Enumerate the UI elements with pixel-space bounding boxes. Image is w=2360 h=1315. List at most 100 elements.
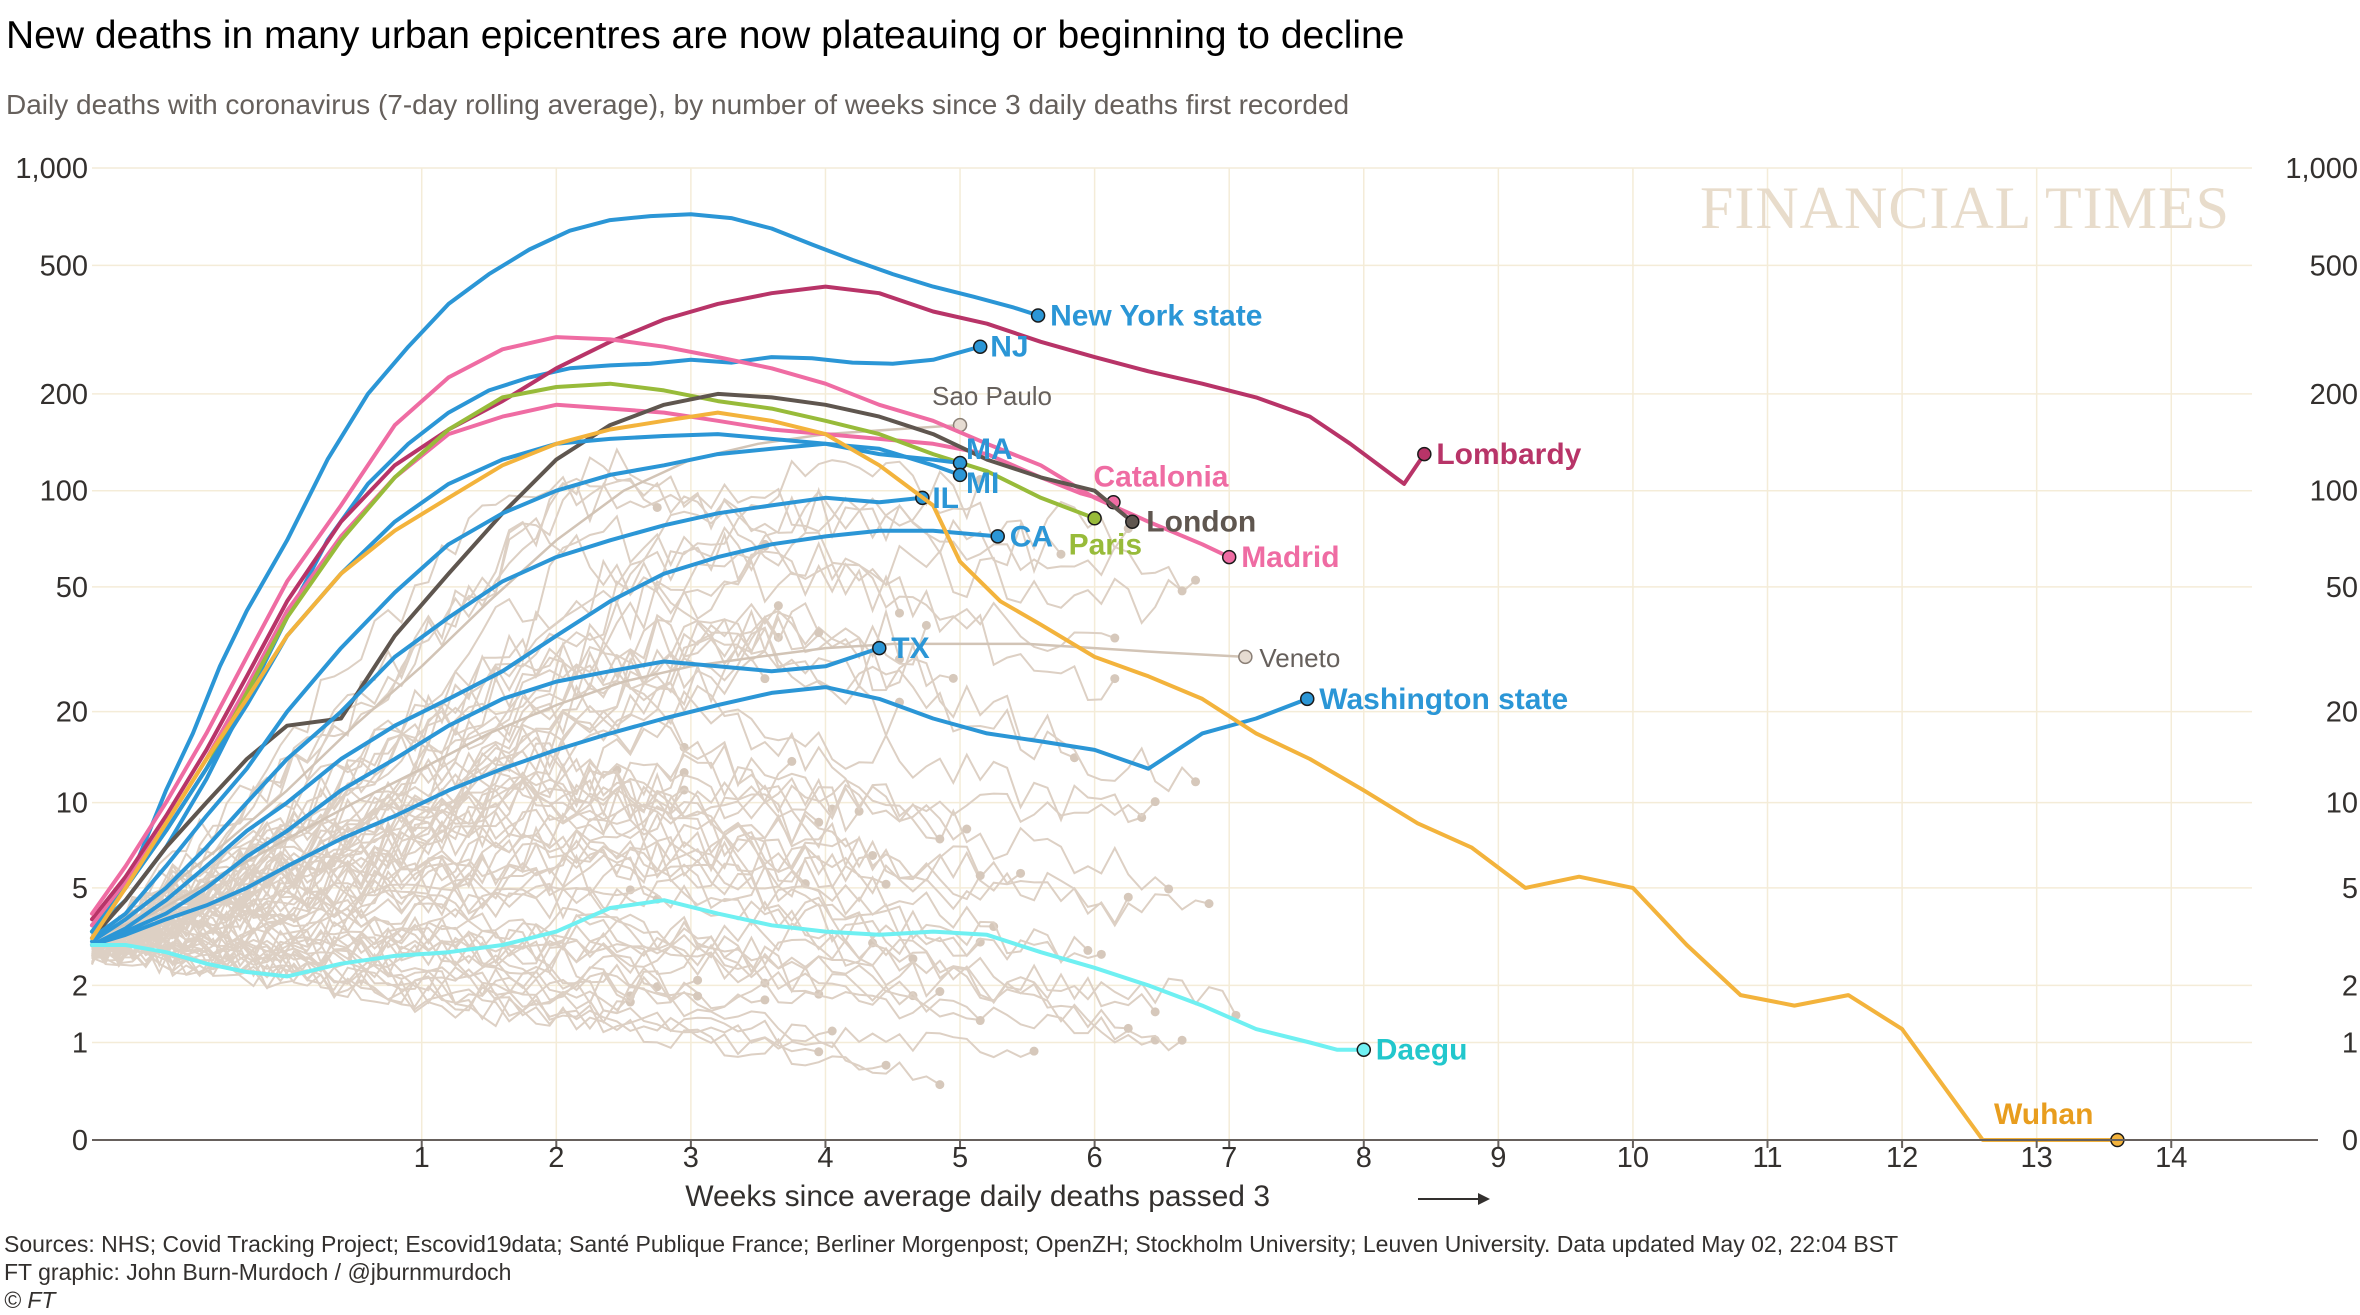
series-end-dot-veneto [1238,649,1253,665]
background-line-end [814,1047,824,1057]
series-line-new-york-state [90,212,1041,928]
series-end-dot-paris [1087,511,1102,526]
y-tick-label-left: 100 [40,476,88,508]
background-line-end [1177,586,1187,596]
watermark: FINANCIAL TIMES [1700,175,2230,241]
series-label-catalonia: Catalonia [1093,460,1228,493]
background-line [91,854,658,951]
series-label-washington-state: Washington state [1319,683,1568,716]
chart-subtitle: Daily deaths with coronavirus (7-day rol… [6,89,1349,120]
background-line [91,456,1116,943]
background-line [91,931,941,1086]
background-line-end [773,601,783,611]
background-line-end [1123,1023,1133,1033]
chart-title: New deaths in many urban epicentres are … [6,14,1404,57]
background-line-end [1096,949,1106,959]
graphic-credit: FT graphic: John Burn-Murdoch / @jburnmu… [4,1259,511,1285]
background-line [91,486,1062,943]
background-line-end [1029,1046,1039,1056]
x-tick-label: 10 [1617,1142,1649,1174]
series-label-tx: TX [891,632,929,665]
background-line-end [652,502,662,512]
series-end-dot-london [1125,514,1140,529]
series-label-paris: Paris [1069,528,1142,561]
background-line [91,723,981,962]
background-line [91,932,833,1043]
background-line-end [1150,797,1160,807]
background-line [91,781,820,963]
x-tick-label: 14 [2155,1142,2187,1174]
series-end-dot-mi [952,467,968,483]
x-tick-label: 5 [952,1142,968,1174]
background-line-end [814,628,824,638]
x-tick-label: 2 [548,1142,564,1174]
series-line-veneto [90,642,1247,940]
background-line [91,931,698,1002]
y-tick-label-right: 1,000 [2285,153,2358,185]
background-line-end [1123,892,1133,902]
background-line-end [854,806,864,816]
background-line-end [1191,777,1201,787]
series-line-il [90,495,925,944]
highlighted-series [90,212,2125,1148]
background-line [91,835,873,947]
series-end-dot-new-york-state [1030,308,1046,323]
background-line-end [760,995,770,1005]
background-line-end [962,824,972,834]
x-tick-label: 8 [1356,1142,1372,1174]
series-label-madrid: Madrid [1241,541,1339,574]
y-tick-label-right: 200 [2310,379,2358,411]
y-tick-label-left: 10 [56,788,88,820]
x-tick-label: 9 [1490,1142,1506,1174]
series-line-lombardy [90,284,1427,922]
background-line-end [693,991,703,1001]
x-tick-label: 3 [683,1142,699,1174]
x-tick-label: 6 [1087,1142,1103,1174]
background-line-end [921,620,931,630]
background-line [91,928,914,997]
background-line-end [787,756,797,766]
background-line-end [1150,1007,1160,1017]
background-line-end [760,674,770,684]
background-line-end [948,673,958,683]
y-tick-label-left: 200 [40,379,88,411]
x-axis-arrow [1418,1193,1490,1205]
background-line-end [881,1060,891,1070]
x-axis-label: Weeks since average daily deaths passed … [685,1180,1270,1213]
y-tick-label-right: 0 [2342,1125,2358,1157]
background-line [91,739,685,943]
series-label-daegu: Daegu [1376,1034,1468,1067]
series-label-lombardy: Lombardy [1436,438,1581,471]
background-line-end [1016,868,1026,878]
series-label-new-york-state: New York state [1050,299,1262,332]
background-line-end [1083,945,1093,955]
series-end-dot-madrid [1221,549,1237,565]
background-line-end [1204,899,1214,909]
background-line [91,753,1170,959]
y-tick-label-left: 1,000 [15,153,88,185]
series-label-ma: MA [966,433,1013,466]
series-line-mi [90,432,962,934]
background-line-end [1191,575,1201,585]
background-line [91,927,1237,1016]
y-tick-label-left: 0 [72,1125,88,1157]
series-end-dot-lombardy [1417,446,1432,462]
background-line [91,510,1183,948]
background-line-end [1164,884,1174,894]
background-line-end [935,834,945,844]
background-line [91,719,941,956]
series-line-daegu [90,898,1366,1052]
series-end-dot-ca [990,529,1005,544]
series-end-dot-daegu [1356,1042,1372,1057]
background-line [91,609,1075,960]
series-line-paris [90,381,1097,934]
series-label-sao-paulo: Sao Paulo [932,381,1052,411]
x-tick-label: 11 [1752,1142,1782,1174]
background-line [91,558,901,957]
background-series [91,447,1241,1090]
background-line-end [868,850,878,860]
background-line [91,930,1183,1052]
